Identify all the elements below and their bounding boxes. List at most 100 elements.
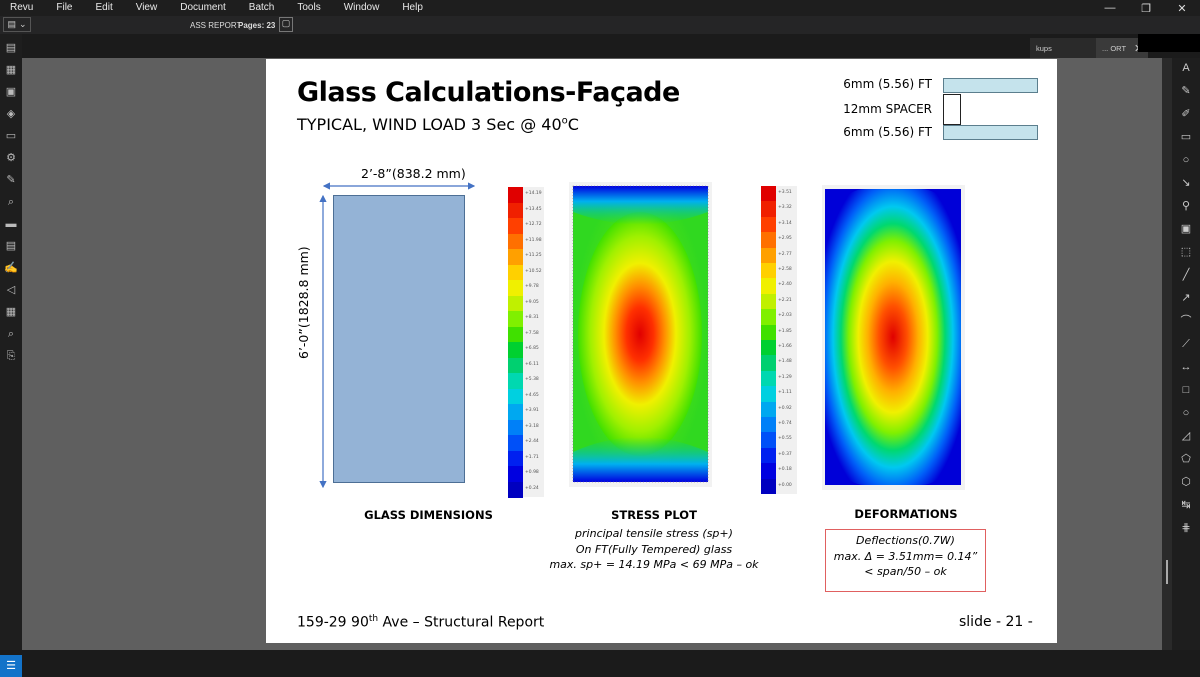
polygon-icon[interactable]: ◿ xyxy=(1181,430,1191,442)
volume-icon[interactable]: ⬡ xyxy=(1181,476,1191,488)
deflection-note-line: max. Δ = 3.51mm= 0.14” xyxy=(833,549,978,563)
menu-revu[interactable]: Revu xyxy=(10,2,34,13)
image-icon[interactable]: ▣ xyxy=(1180,223,1192,235)
legend-color-cell xyxy=(508,218,523,234)
area-icon[interactable]: ⬠ xyxy=(1181,453,1191,465)
typewriter-icon[interactable]: ▭ xyxy=(1180,131,1192,143)
stress-note-line: On FT(Fully Tempered) glass xyxy=(575,542,733,556)
legend-value: +1.11 xyxy=(778,390,792,396)
legend-color-cell xyxy=(761,478,776,495)
stamp-icon[interactable]: ⚲ xyxy=(1181,200,1191,212)
legend-color-cell xyxy=(508,388,523,405)
properties-icon[interactable]: ⚙ xyxy=(6,152,16,164)
sets-icon[interactable]: ◁ xyxy=(6,284,16,296)
measure-icon[interactable]: ▬ xyxy=(5,218,17,230)
menu-edit[interactable]: Edit xyxy=(95,2,113,13)
pen-icon[interactable]: ✐ xyxy=(1181,108,1191,120)
subtitle-text: TYPICAL, WIND LOAD 3 Sec @ 40 xyxy=(297,115,562,134)
page-subtitle: TYPICAL, WIND LOAD 3 Sec @ 40oC xyxy=(297,115,579,134)
menu-view[interactable]: View xyxy=(135,2,158,13)
left-panel: ▤ ▦ ▣ ◈ ▭ ⚙ ✎ ⌕ ▬ ▤ ✍ ◁ ▦ ⌕ ⎘ ☰ xyxy=(0,34,22,677)
highlighter-icon[interactable]: ✎ xyxy=(1181,85,1191,97)
tab-markups[interactable]: kups xyxy=(1030,38,1096,58)
arrow-icon[interactable]: ↗ xyxy=(1181,292,1191,304)
arc-icon[interactable]: ⌒ xyxy=(1180,315,1192,327)
legend-color-cell xyxy=(508,249,523,265)
menu-batch[interactable]: Batch xyxy=(248,2,275,13)
legend-value: +2.40 xyxy=(778,282,792,288)
glass-panel-shape xyxy=(333,195,465,483)
restore-icon[interactable]: ❐ xyxy=(1141,2,1151,15)
polyline-icon[interactable]: ⟋ xyxy=(1182,338,1190,350)
legend-value: +1.66 xyxy=(778,344,792,349)
menu-tools[interactable]: Tools xyxy=(297,2,321,13)
vertical-scrollbar[interactable] xyxy=(1162,58,1172,650)
legend-color-cell xyxy=(508,342,523,358)
file-dropdown-button[interactable]: ▤ ⌄ xyxy=(3,17,31,32)
tab-overflow-area xyxy=(1138,34,1200,52)
signatures-icon[interactable]: ✍ xyxy=(4,262,18,274)
dimension-icon[interactable]: ↔ xyxy=(1180,361,1192,373)
stress-plot-caption: STRESS PLOT xyxy=(611,508,697,522)
toolchest-icon[interactable]: ▭ xyxy=(5,130,17,142)
stress-plot xyxy=(569,182,712,487)
spaces-icon[interactable]: ⎘ xyxy=(6,350,16,362)
legend-color-cell xyxy=(508,435,523,451)
legend-color-cell xyxy=(761,340,776,356)
document-title: ASS REPORT xyxy=(190,21,242,30)
legend-color-cell xyxy=(508,187,523,203)
legend-color-cell xyxy=(508,295,523,312)
document-tabs: kups ... ORT✕ xyxy=(22,34,1200,58)
legend-value: +3.32 xyxy=(778,205,792,211)
length-icon[interactable]: ↹ xyxy=(1181,499,1191,511)
count-icon[interactable]: ⋕ xyxy=(1181,522,1191,534)
legend-value: +1.71 xyxy=(525,454,539,460)
files-icon[interactable]: ▦ xyxy=(5,306,17,318)
legend-color-cell xyxy=(508,202,523,219)
page-icon[interactable]: ▢ xyxy=(279,17,293,32)
legend-color-cell xyxy=(761,417,776,433)
legend-color-cell xyxy=(761,355,776,372)
cloud-icon[interactable]: ○ xyxy=(1182,154,1190,166)
dimension-lines xyxy=(319,182,476,489)
legend-value: +0.74 xyxy=(778,421,792,426)
chevron-down-icon: ⌄ xyxy=(18,19,27,29)
markups-icon[interactable]: ✎ xyxy=(6,174,16,186)
line-icon[interactable]: ╱ xyxy=(1182,269,1190,281)
legend-value: +0.98 xyxy=(525,470,539,475)
deformation-plot xyxy=(822,185,965,490)
legend-value: +2.77 xyxy=(778,251,792,257)
legend-value: +3.91 xyxy=(525,408,539,413)
legend-color-cell xyxy=(761,432,776,449)
layers-icon[interactable]: ◈ xyxy=(6,108,16,120)
ellipse-icon[interactable]: ○ xyxy=(1182,407,1190,419)
bookmarks-icon[interactable]: ▣ xyxy=(5,86,17,98)
legend-color-cell xyxy=(761,401,776,418)
pages-icon[interactable]: ▦ xyxy=(5,64,17,76)
snapshot-icon[interactable]: ⬚ xyxy=(1180,246,1192,258)
legend-value: +10.52 xyxy=(525,268,542,274)
deformations-caption: DEFORMATIONS xyxy=(854,507,958,521)
menu-window[interactable]: Window xyxy=(343,2,380,13)
search-icon[interactable]: ⌕ xyxy=(7,196,15,208)
rectangle-icon[interactable]: □ xyxy=(1182,384,1190,396)
scroll-thumb[interactable] xyxy=(1166,560,1168,584)
legend-value: +2.03 xyxy=(778,313,792,319)
menu-document[interactable]: Document xyxy=(180,2,226,13)
legend-color-cell xyxy=(761,247,776,264)
legend-color-cell xyxy=(761,216,776,233)
callout-icon[interactable]: ↘ xyxy=(1181,177,1191,189)
menu-help[interactable]: Help xyxy=(402,2,423,13)
menu-file[interactable]: File xyxy=(56,2,73,13)
thumbnails-icon[interactable]: ▤ xyxy=(5,42,17,54)
legend-color-cell xyxy=(508,466,523,482)
close-window-icon[interactable]: ✕ xyxy=(1177,2,1187,15)
find-icon[interactable]: ⌕ xyxy=(7,328,15,340)
legend-color-cell xyxy=(508,233,523,250)
forms-icon[interactable]: ▤ xyxy=(5,240,17,252)
legend-color-cell xyxy=(761,232,776,249)
legend-value: +0.00 xyxy=(778,482,792,488)
list-view-icon[interactable]: ☰ xyxy=(0,655,22,677)
minimize-icon[interactable]: — xyxy=(1104,2,1116,14)
text-box-icon[interactable]: A xyxy=(1182,62,1190,74)
